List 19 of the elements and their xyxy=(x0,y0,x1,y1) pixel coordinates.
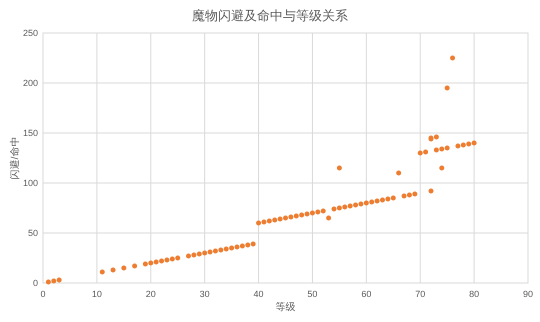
x-tick-label: 80 xyxy=(469,289,480,299)
y-tick-label: 50 xyxy=(28,228,38,238)
x-tick-label: 0 xyxy=(40,289,46,299)
x-tick-label: 20 xyxy=(146,289,156,299)
y-tick-label: 150 xyxy=(22,128,38,138)
y-tick-label: 100 xyxy=(22,178,38,188)
x-tick-label: 60 xyxy=(361,289,372,299)
chart-title: 魔物闪避及命中与等级关系 xyxy=(192,8,348,23)
y-tick-label: 0 xyxy=(32,278,38,288)
x-tick-label: 70 xyxy=(415,289,426,299)
x-axis-title: 等级 xyxy=(276,301,296,313)
y-tick-label: 250 xyxy=(22,28,38,38)
x-tick-label: 30 xyxy=(200,289,210,299)
x-tick-label: 40 xyxy=(254,289,264,299)
x-tick-label: 10 xyxy=(92,289,102,299)
y-axis-title: 闪避/命中 xyxy=(9,136,21,180)
y-tick-label: 200 xyxy=(22,78,38,88)
x-tick-label: 90 xyxy=(522,289,534,299)
x-tick-label: 50 xyxy=(307,289,318,299)
